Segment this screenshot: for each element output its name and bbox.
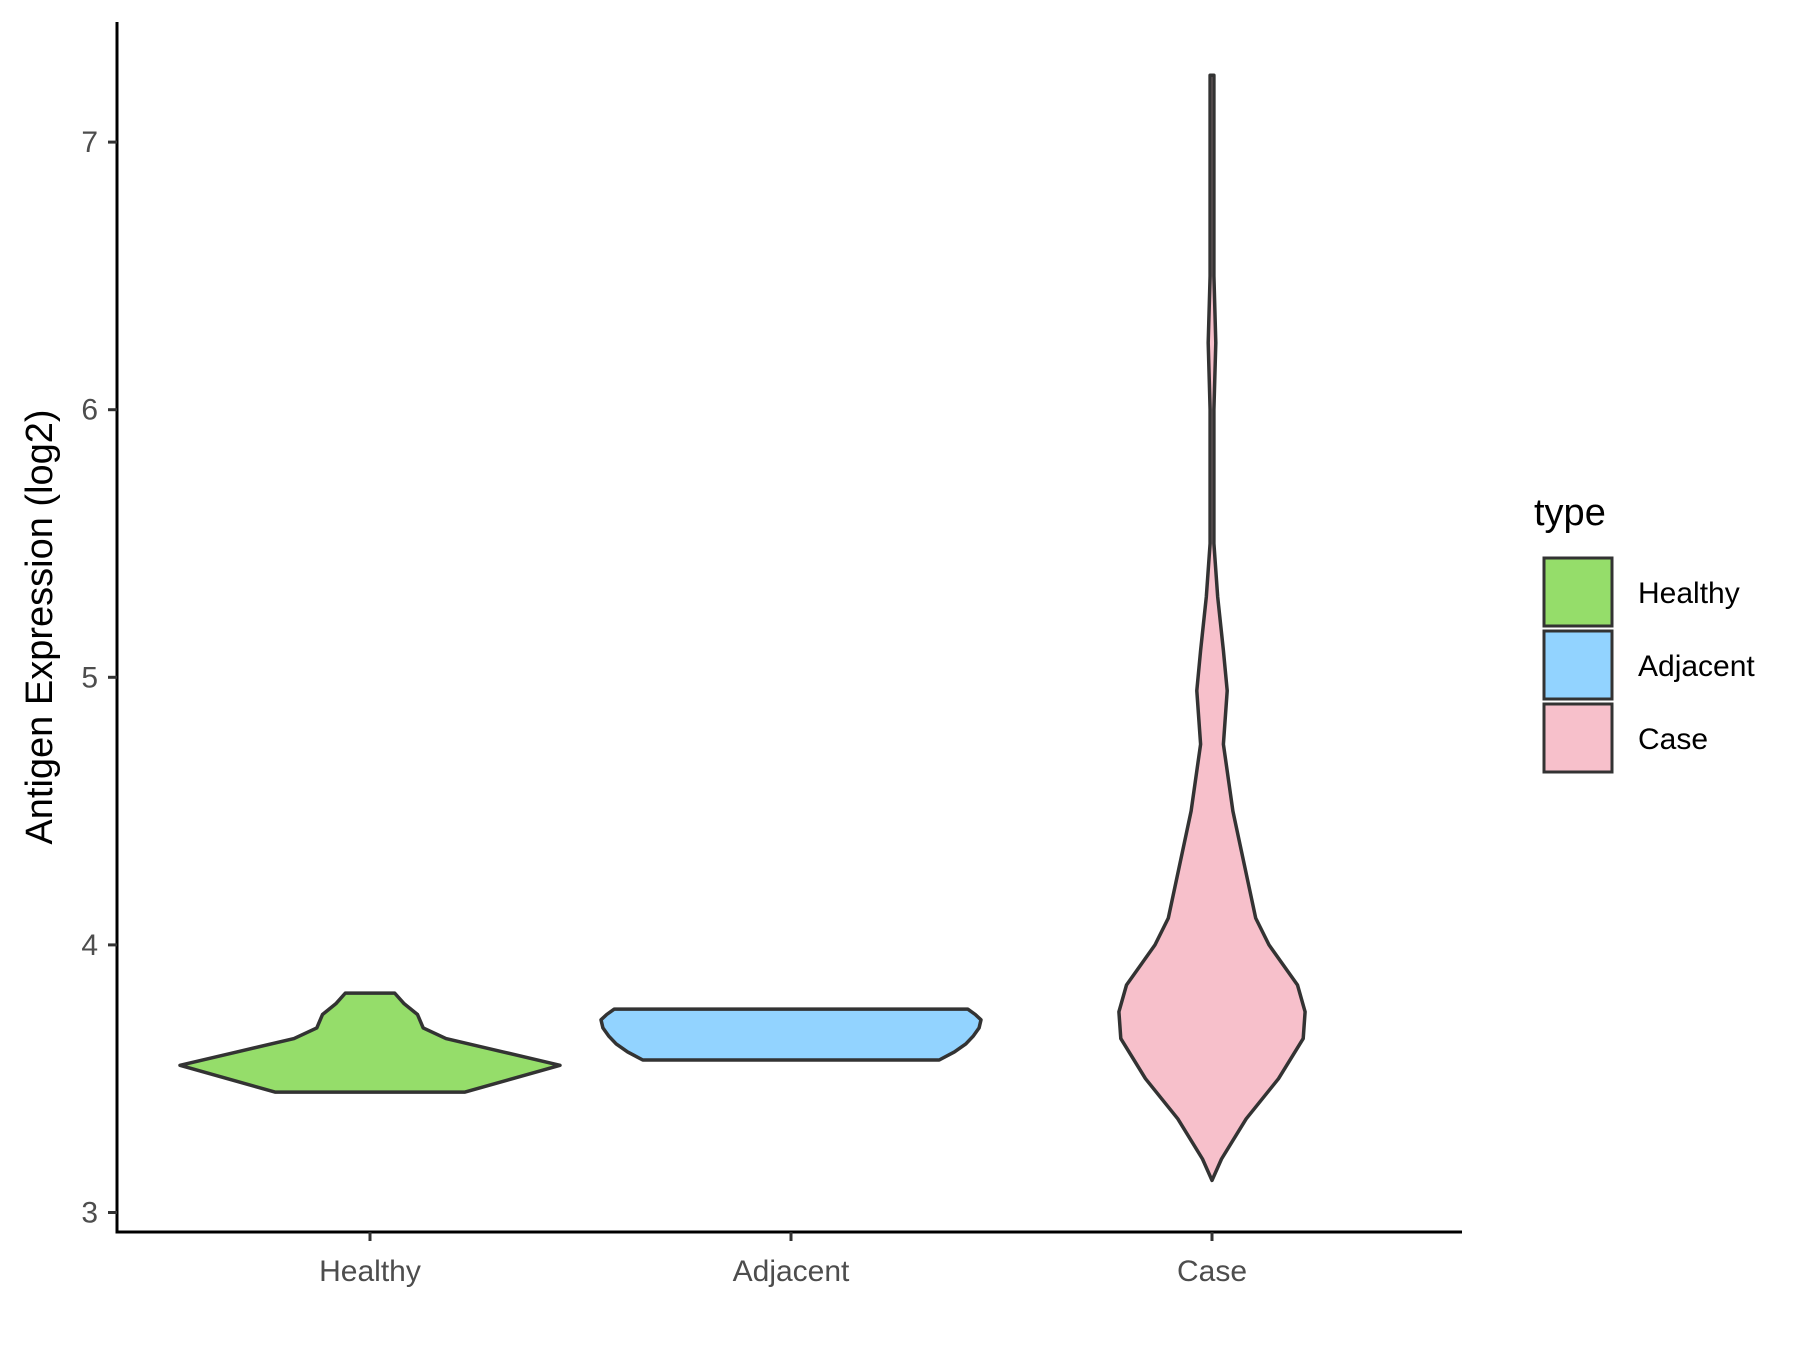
x-tick-label: Adjacent: [733, 1255, 850, 1288]
legend-label-adjacent: Adjacent: [1638, 650, 1755, 683]
violin-healthy: [178, 991, 562, 1094]
violin-adjacent: [599, 1007, 983, 1062]
legend-label-case: Case: [1638, 723, 1708, 756]
legend-key-case: [1542, 702, 1614, 774]
legend-items: Healthy Adjacent Case: [1542, 556, 1755, 774]
y-axis-ticks: 3 4 5 6 7: [81, 126, 117, 1230]
y-tick-label: 5: [81, 661, 98, 694]
y-tick-label: 3: [81, 1197, 98, 1230]
y-tick-label: 6: [81, 394, 98, 427]
violin-case: [1117, 73, 1307, 1183]
y-axis-title: Antigen Expression (log2): [19, 409, 61, 844]
legend-key-adjacent: [1542, 629, 1614, 701]
x-axis-ticks: Healthy Adjacent Case: [319, 1232, 1247, 1288]
y-tick-label: 7: [81, 126, 98, 159]
x-tick-label: Healthy: [319, 1255, 421, 1288]
x-tick-label: Case: [1177, 1255, 1247, 1288]
y-tick-label: 4: [81, 929, 98, 962]
violins-layer: [178, 73, 1307, 1183]
legend-key-healthy: [1542, 556, 1614, 628]
legend-title: type: [1534, 492, 1606, 534]
legend-label-healthy: Healthy: [1638, 577, 1740, 610]
legend: type Healthy Adjacent Case: [1534, 492, 1755, 774]
